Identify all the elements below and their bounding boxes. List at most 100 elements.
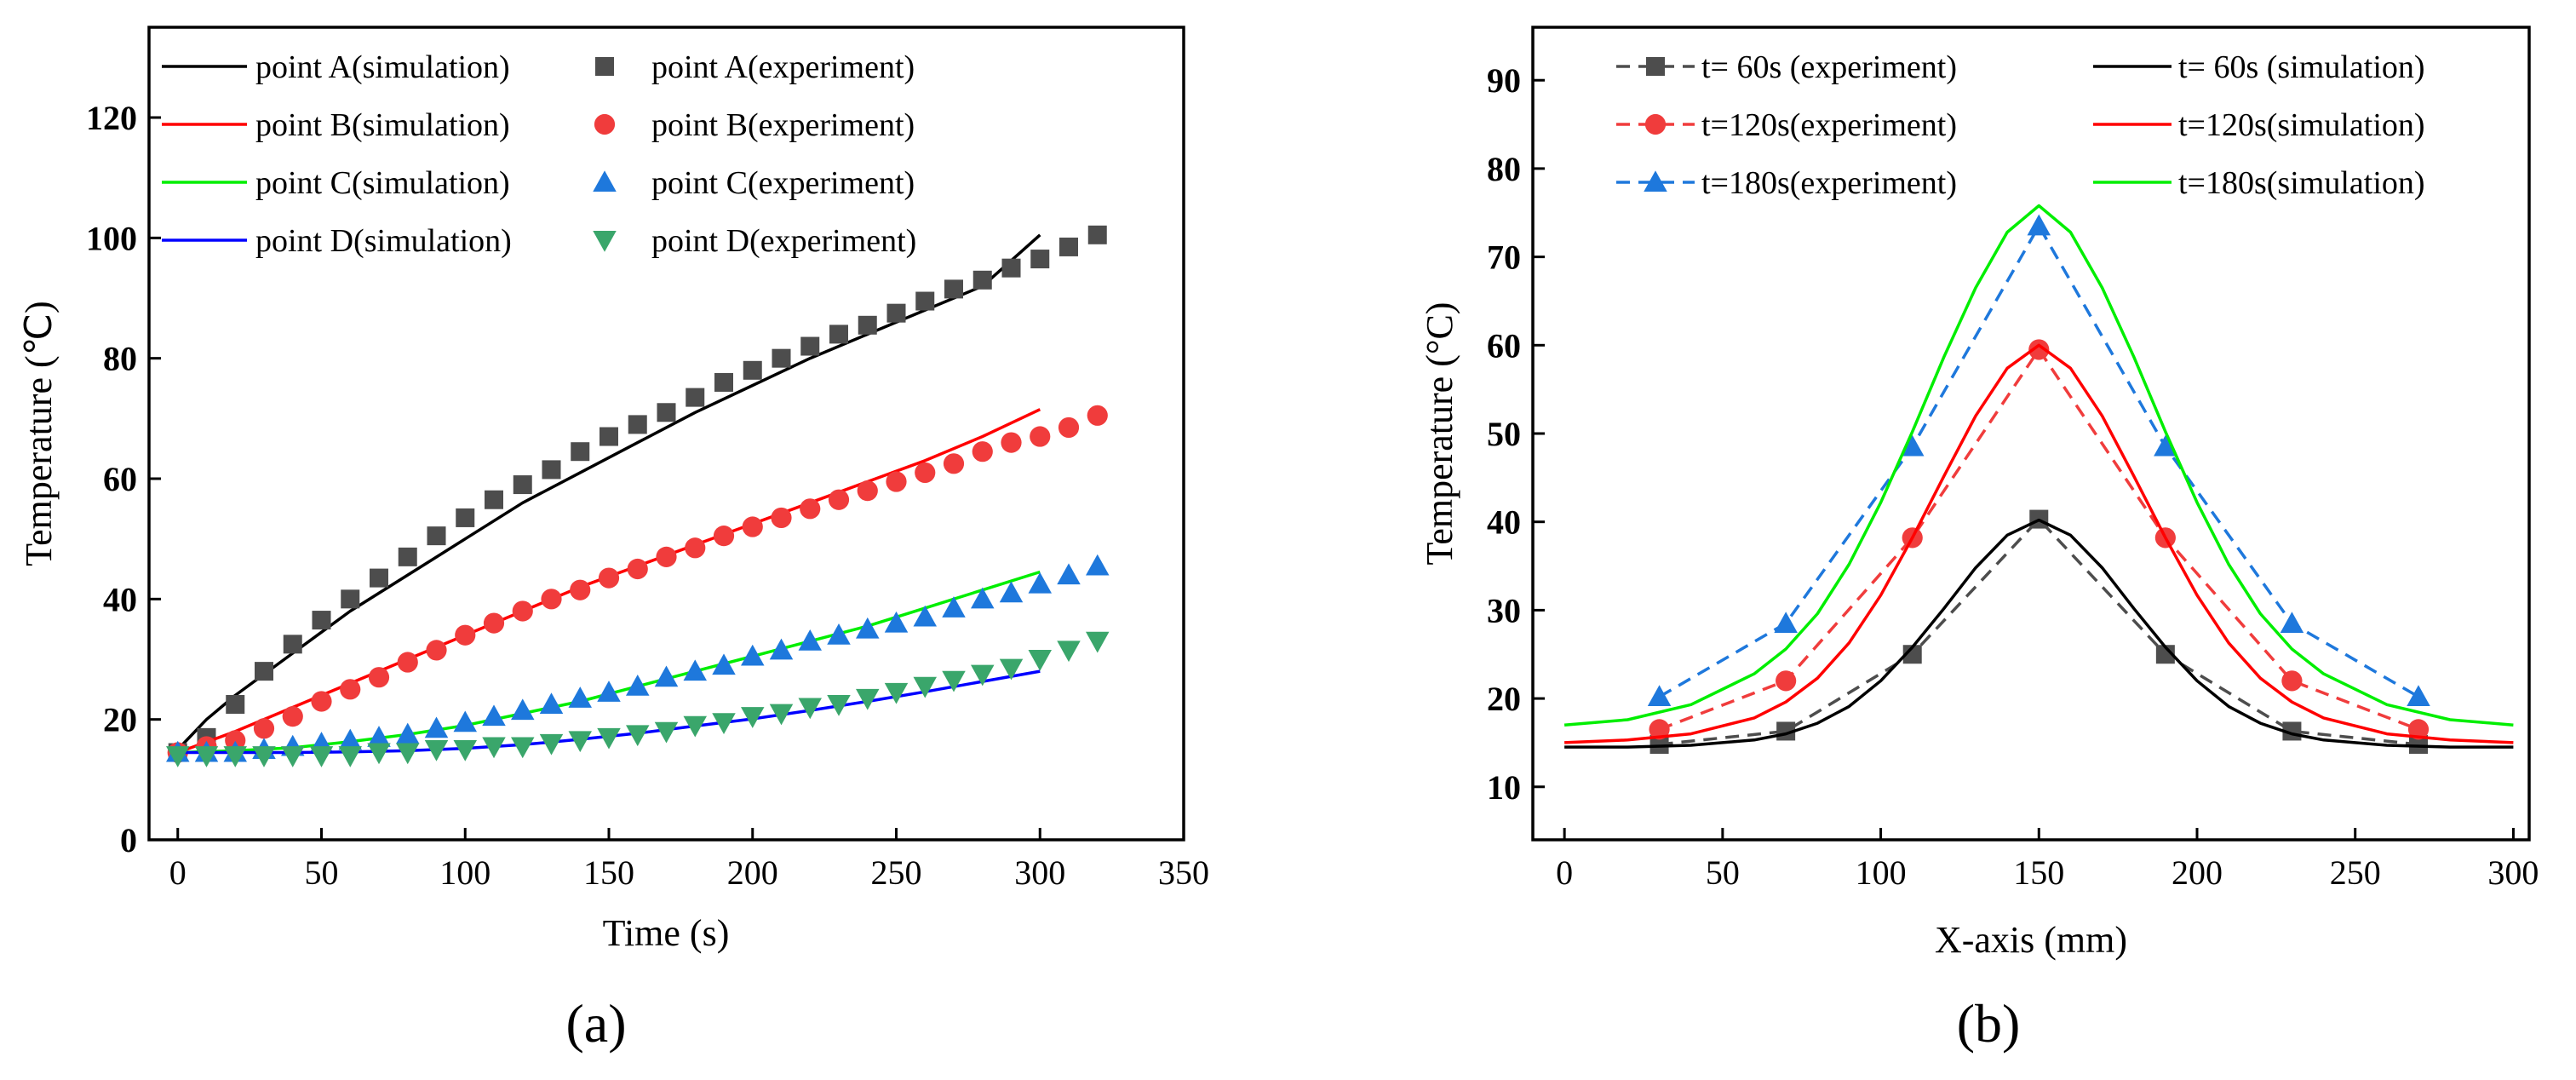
chart-b-series-2-point-3: [2028, 339, 2050, 360]
chart-a-series-3-point-17: [656, 546, 677, 567]
chart-a-series-7-point-17: [654, 721, 679, 744]
chart-a-series-5-point-20: [741, 644, 765, 666]
chart-a-series-7-point-15: [597, 727, 621, 750]
chart-a-series-3-point-14: [570, 579, 591, 600]
chart-b-legend-4-label: t=180s(experiment): [1701, 165, 1957, 201]
chart-a-series-7-point-1: [194, 746, 219, 767]
chart-a-series-1-point-19: [714, 372, 733, 392]
chart-b-xtick-label-6: 300: [2487, 853, 2539, 892]
chart-a-series-0-line: [176, 233, 1041, 751]
chart-a-series-1-point-30: [1030, 250, 1050, 269]
chart-a-series-1-point-4: [283, 635, 302, 654]
chart-b-legend-0-marker: [1646, 57, 1665, 76]
chart-a-series-1-point-2: [226, 695, 245, 714]
chart-b-legend: t= 60s (experiment) t= 60s (simulation) t=…: [1616, 49, 2425, 201]
chart-a-xtick-label-7: 350: [1158, 853, 1209, 892]
chart-a-series-7-point-26: [913, 676, 937, 698]
chart-b-ytick-label-6: 70: [1487, 238, 1521, 277]
chart-b-ytick-label-4: 50: [1487, 415, 1521, 453]
chart-b-series-0-point-4: [2155, 645, 2175, 664]
chart-a-series-5-point-30: [1028, 572, 1052, 594]
panel-b-label: (b): [1956, 993, 2021, 1054]
chart-a-series-1-point-27: [944, 279, 963, 299]
chart-a-series-3-point-19: [713, 526, 735, 547]
chart-b-xtick-label-4: 200: [2172, 853, 2223, 892]
chart-a-ylabel: Temperature (℃): [18, 301, 60, 566]
chart-b-xtick-label-5: 250: [2330, 853, 2381, 892]
chart-a-series-1-point-10: [456, 508, 475, 527]
chart-a-series-1-point-22: [800, 336, 820, 356]
chart-b-legend-2-label: t=120s(experiment): [1701, 107, 1957, 143]
chart-a-series-1-point-17: [657, 403, 676, 422]
chart-b-xtick-label-2: 100: [1856, 853, 1907, 892]
chart-a-series-5-point-23: [827, 623, 851, 645]
chart-a-series-1-point-32: [1087, 225, 1107, 244]
chart-b-ytick-label-2: 30: [1487, 591, 1521, 629]
chart-b-legend-5-label: t=180s(simulation): [2178, 165, 2425, 201]
chart-a-ytick-label-1: 20: [103, 701, 137, 739]
chart-a-series-7-point-28: [971, 664, 995, 686]
chart-a-series-5-point-26: [913, 605, 937, 627]
chart-a-xtick-label-4: 200: [727, 853, 778, 892]
chart-a-series-7-point-6: [338, 746, 362, 767]
chart-a-series-5-point-15: [597, 681, 621, 702]
chart-a-series-1-point-14: [571, 442, 590, 462]
chart-a-series-7-point-18: [683, 715, 707, 738]
chart-a-series-1-point-20: [743, 360, 762, 380]
chart-a-series-7-point-10: [453, 740, 477, 761]
chart-a-series-7-point-16: [626, 725, 650, 747]
chart-a-series-1-point-6: [341, 589, 360, 609]
chart-a-series-5-point-9: [424, 716, 449, 738]
chart-b-series-2-point-0: [1649, 719, 1670, 740]
chart-a-legend-6-label: point D(simulation): [255, 223, 512, 259]
chart-a-series-7-point-8: [396, 743, 420, 765]
chart-b-ytick-label-1: 20: [1487, 680, 1521, 718]
chart-a-series-3-point-27: [943, 453, 965, 474]
chart-a-series-3-point-24: [857, 480, 878, 502]
chart-b-series-3-line: [1564, 343, 2514, 744]
chart-a-series-3-point-31: [1058, 416, 1080, 439]
chart-b-series-4-point-0: [1647, 685, 1672, 707]
chart-a-series-1-point-16: [628, 415, 647, 434]
chart-a-series-1-point-9: [427, 526, 446, 546]
chart-a-series-3-point-3: [253, 718, 275, 739]
chart-a-xlabel: Time (s): [603, 912, 730, 954]
chart-a-series-3-point-32: [1087, 405, 1108, 426]
chart-a-series-5-point-12: [511, 698, 535, 721]
chart-a-series: [166, 225, 1110, 767]
chart-a-series-5-point-21: [769, 638, 794, 660]
chart-b-legend-0-label: t= 60s (experiment): [1701, 49, 1957, 85]
chart-a-plot-frame: [147, 26, 1185, 842]
chart-a-series-1-point-15: [600, 427, 618, 446]
chart-a-series-1-point-18: [686, 388, 705, 407]
chart-b-series-0-point-2: [1902, 645, 1922, 664]
chart-a-series-1-point-24: [858, 315, 877, 335]
chart-a-series-3-point-4: [282, 706, 303, 727]
chart-a-ticks: 0 50 100 150 200 250 300 350 0 20 40 60 80 100 120: [86, 99, 1209, 892]
chart-a-ytick-label-6: 120: [86, 99, 137, 137]
chart-b-xlabel: X-axis (mm): [1935, 919, 2127, 961]
chart-a-series-3-point-2: [225, 730, 246, 751]
chart-b-series-5-line: [1563, 204, 2514, 727]
chart-a-series-3-point-13: [541, 589, 562, 610]
chart-a-series-7-point-20: [741, 707, 765, 728]
chart-a-ytick-label-2: 40: [103, 580, 137, 618]
chart-a-series-5-point-29: [999, 581, 1024, 603]
chart-a-series-7-point-11: [482, 737, 506, 759]
chart-a-series-5-point-18: [683, 659, 707, 681]
chart-b-series-4-point-1: [1774, 612, 1798, 633]
chart-b: 0 50 100 150 200 250 300 10 20 30 40 50 60 70 80 90 t= …: [1419, 26, 2539, 961]
chart-a-series-5-point-24: [856, 617, 880, 639]
chart-a-series-1-point-26: [915, 291, 935, 311]
chart-a-series-5-point-10: [453, 710, 477, 732]
chart-a-series-3-point-18: [685, 537, 706, 559]
chart-a-series-7-point-4: [281, 746, 305, 767]
chart-a-legend-7-marker: [593, 231, 617, 252]
chart-a-series-5-point-6: [338, 728, 362, 750]
chart-b-xtick-label-3: 150: [2013, 853, 2064, 892]
chart-a-series-7-point-31: [1057, 641, 1081, 663]
chart-a-xtick-label-1: 50: [305, 853, 339, 892]
chart-b-xtick-label-0: 0: [1556, 853, 1573, 892]
chart-a-series-7-point-19: [712, 713, 736, 734]
